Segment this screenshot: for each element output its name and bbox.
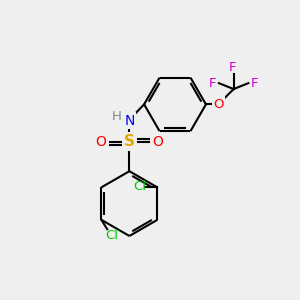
- Text: F: F: [209, 77, 216, 90]
- Text: O: O: [152, 135, 164, 149]
- Text: F: F: [251, 77, 259, 90]
- Text: S: S: [124, 134, 135, 149]
- Text: N: N: [124, 114, 135, 128]
- Text: H: H: [112, 110, 122, 123]
- Text: F: F: [228, 61, 236, 74]
- Text: Cl: Cl: [106, 229, 119, 242]
- Text: O: O: [95, 135, 106, 149]
- Text: O: O: [213, 98, 224, 111]
- Text: Cl: Cl: [133, 180, 146, 193]
